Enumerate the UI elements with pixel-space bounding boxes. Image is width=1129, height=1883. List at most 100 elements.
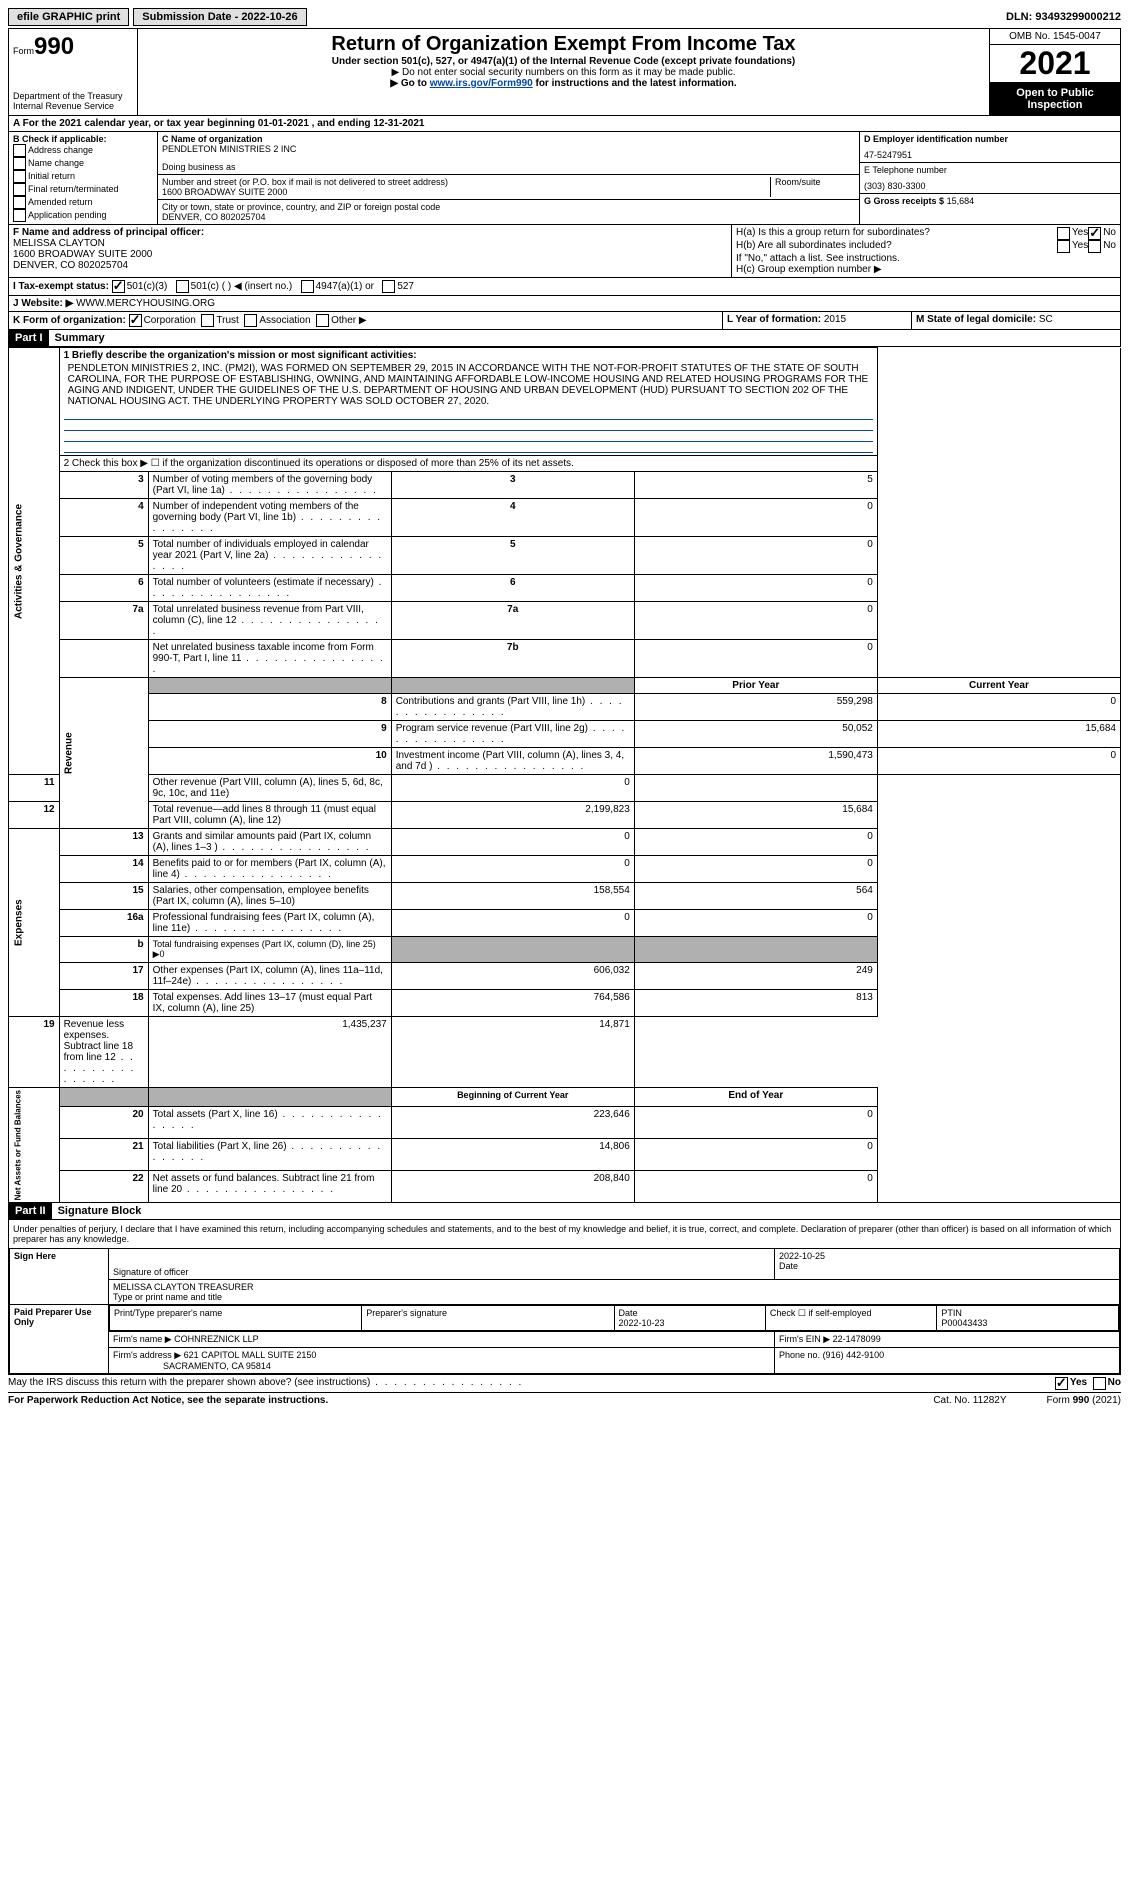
row-desc: Total assets (Part X, line 16) [148, 1107, 391, 1139]
row-num: 12 [9, 802, 60, 829]
ha-no-checkbox[interactable] [1088, 227, 1101, 240]
prep-date-label: Date [619, 1308, 638, 1318]
row-current: 564 [634, 883, 877, 910]
room-label: Room/suite [775, 177, 855, 187]
row-desc: Contributions and grants (Part VIII, lin… [391, 694, 634, 721]
app-pending-checkbox[interactable] [13, 209, 26, 222]
corp-checkbox[interactable] [129, 314, 142, 327]
opt-corp: Corporation [144, 315, 196, 326]
year-form-value: 2015 [824, 314, 846, 325]
table-row: 9Program service revenue (Part VIII, lin… [9, 721, 1121, 748]
ptin-label: PTIN [941, 1308, 962, 1318]
row-box: 5 [391, 537, 634, 575]
form-org-label: K Form of organization: [13, 315, 126, 326]
section-k: K Form of organization: Corporation Trus… [9, 312, 722, 329]
row-desc: Total unrelated business revenue from Pa… [148, 602, 391, 640]
blue-line-2 [64, 420, 873, 431]
efile-button[interactable]: efile GRAPHIC print [8, 8, 129, 26]
table-row: 5 Total number of individuals employed i… [9, 537, 1121, 575]
row-num: 8 [148, 694, 391, 721]
yes-2: Yes [1072, 240, 1088, 253]
assoc-checkbox[interactable] [244, 314, 257, 327]
section-f: F Name and address of principal officer:… [9, 225, 731, 277]
row-current: 0 [877, 748, 1120, 775]
current-year-header: Current Year [877, 678, 1120, 694]
final-return-checkbox[interactable] [13, 183, 26, 196]
firm-ein-value: 22-1478099 [833, 1334, 881, 1344]
discuss-no-checkbox[interactable] [1093, 1377, 1106, 1390]
hb-yes-checkbox[interactable] [1057, 240, 1070, 253]
form-footer-label: Form 990 (2021) [1047, 1395, 1121, 1406]
opt-527: 527 [397, 281, 414, 292]
org-name: PENDLETON MINISTRIES 2 INC [162, 144, 855, 154]
4947-checkbox[interactable] [301, 280, 314, 293]
row-num: 15 [59, 883, 148, 910]
opt-final: Final return/terminated [28, 184, 119, 194]
row-prior: 0 [391, 775, 634, 802]
officer-addr2: DENVER, CO 802025704 [13, 260, 727, 271]
section-i: I Tax-exempt status: 501(c)(3) 501(c) ( … [9, 278, 1120, 295]
firm-addr2: SACRAMENTO, CA 95814 [163, 1361, 271, 1371]
row-current: 0 [634, 1107, 877, 1139]
501c3-checkbox[interactable] [112, 280, 125, 293]
row-box: 6 [391, 575, 634, 602]
row-current: 813 [634, 990, 877, 1017]
section-j: J Website: ▶ WWW.MERCYHOUSING.ORG [9, 296, 1120, 311]
table-row: 19Revenue less expenses. Subtract line 1… [9, 1017, 1121, 1088]
mission-text: PENDLETON MINISTRIES 2, INC. (PM2I), WAS… [64, 361, 873, 409]
amended-return-checkbox[interactable] [13, 196, 26, 209]
initial-return-checkbox[interactable] [13, 170, 26, 183]
street-label: Number and street (or P.O. box if mail i… [162, 177, 770, 187]
instruction-line-1: ▶ Do not enter social security numbers o… [142, 67, 985, 78]
row-prior: 14,806 [391, 1139, 634, 1171]
gross-value: 15,684 [947, 196, 975, 206]
hb-label: H(b) Are all subordinates included? [736, 240, 1057, 253]
trust-checkbox[interactable] [201, 314, 214, 327]
mission-label: 1 Briefly describe the organization's mi… [64, 350, 873, 361]
city-label: City or town, state or province, country… [162, 202, 855, 212]
firm-ein-label: Firm's EIN ▶ [779, 1334, 830, 1344]
row-current: 0 [634, 1171, 877, 1203]
row-num: 19 [9, 1017, 60, 1088]
submission-button[interactable]: Submission Date - 2022-10-26 [133, 8, 306, 26]
firm-value: COHNREZNICK LLP [174, 1334, 259, 1344]
dba-label: Doing business as [162, 162, 855, 172]
hb-no-checkbox[interactable] [1088, 240, 1101, 253]
row-current-shaded [634, 937, 877, 963]
blue-line-4 [64, 442, 873, 453]
row-num: 21 [59, 1139, 148, 1171]
row-desc: Total fundraising expenses (Part IX, col… [148, 937, 391, 963]
row-prior: 223,646 [391, 1107, 634, 1139]
prep-sig-label: Preparer's signature [362, 1306, 614, 1331]
501c-checkbox[interactable] [176, 280, 189, 293]
row-prior: 606,032 [391, 963, 634, 990]
row-current: 0 [634, 829, 877, 856]
table-row: 22Net assets or fund balances. Subtract … [9, 1171, 1121, 1203]
other-checkbox[interactable] [316, 314, 329, 327]
omb-label: OMB No. 1545-0047 [990, 29, 1120, 45]
no-2: No [1103, 240, 1116, 253]
gross-label: G Gross receipts $ [864, 196, 944, 206]
row-desc: Other expenses (Part IX, column (A), lin… [148, 963, 391, 990]
ptin-value: P00043433 [941, 1318, 987, 1328]
row-prior: 50,052 [634, 721, 877, 748]
opt-amended: Amended return [28, 197, 93, 207]
527-checkbox[interactable] [382, 280, 395, 293]
opt-4947: 4947(a)(1) or [316, 281, 374, 292]
name-change-checkbox[interactable] [13, 157, 26, 170]
header-center: Return of Organization Exempt From Incom… [138, 29, 989, 115]
row-desc: Benefits paid to or for members (Part IX… [148, 856, 391, 883]
section-c: C Name of organization PENDLETON MINISTR… [158, 132, 859, 224]
row-desc: Salaries, other compensation, employee b… [148, 883, 391, 910]
firm-label: Firm's name ▶ [113, 1334, 172, 1344]
row-num: 13 [59, 829, 148, 856]
sig-name-label: Type or print name and title [113, 1292, 1115, 1302]
irs-link[interactable]: www.irs.gov/Form990 [430, 78, 533, 89]
firm-addr-label: Firm's address ▶ [113, 1350, 181, 1360]
ha-label: H(a) Is this a group return for subordin… [736, 227, 1057, 240]
address-change-checkbox[interactable] [13, 144, 26, 157]
prep-check-label: Check ☐ if self-employed [765, 1306, 937, 1331]
ha-yes-checkbox[interactable] [1057, 227, 1070, 240]
row-num [59, 640, 148, 678]
discuss-yes-checkbox[interactable] [1055, 1377, 1068, 1390]
